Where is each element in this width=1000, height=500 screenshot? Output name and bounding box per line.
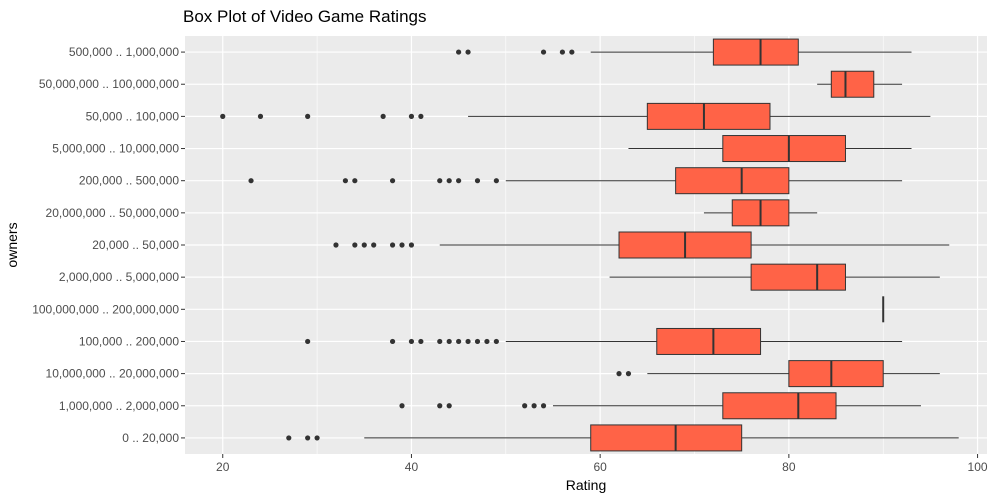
outlier-point: [257, 113, 264, 119]
outlier-point: [389, 338, 396, 345]
y-tick-label: 200,000 .. 500,000: [79, 174, 179, 188]
y-axis-title: owners: [4, 222, 20, 267]
x-tick-label: 80: [782, 460, 796, 474]
outlier-point: [408, 338, 415, 345]
y-tick-label: 1,000,000 .. 2,000,000: [59, 399, 179, 413]
box: [590, 424, 743, 452]
outlier-point: [437, 178, 443, 184]
outlier-point: [474, 178, 481, 184]
box: [656, 327, 762, 355]
box-group: [817, 70, 903, 98]
x-axis-ticks: 20 40 60 80 100: [216, 454, 988, 474]
outlier-point: [220, 113, 226, 119]
outlier-point: [456, 49, 462, 55]
outlier-point: [305, 113, 311, 119]
outlier-point: [474, 338, 481, 345]
outlier-point: [305, 338, 311, 345]
x-axis-title: Rating: [566, 477, 606, 493]
outlier-point: [305, 435, 311, 441]
outlier-point: [465, 49, 471, 55]
outlier-point: [361, 242, 367, 248]
outlier-point: [493, 178, 499, 184]
y-tick-label: 100,000 .. 200,000: [79, 334, 179, 348]
y-tick-label: 10,000,000 .. 20,000,000: [46, 367, 180, 381]
y-tick-label: 20,000,000 .. 50,000,000: [46, 206, 180, 220]
outlier-point: [531, 403, 537, 409]
box-group: [628, 135, 912, 163]
outlier-point: [342, 178, 348, 184]
box: [675, 167, 790, 195]
outlier-point: [371, 242, 377, 248]
box: [712, 38, 799, 66]
boxes: [220, 38, 959, 452]
outlier-point: [456, 178, 462, 184]
y-tick-label: 50,000,000 .. 100,000,000: [39, 77, 179, 91]
outlier-point: [540, 49, 547, 55]
outlier-point: [333, 242, 339, 248]
outlier-point: [540, 403, 547, 409]
box-group: [305, 327, 903, 355]
outlier-point: [616, 371, 622, 377]
outlier-point: [389, 178, 396, 184]
outlier-point: [399, 403, 405, 409]
box-group: [220, 102, 931, 130]
outlier-point: [465, 338, 471, 345]
x-tick-label: 100: [968, 460, 988, 474]
box-group: [333, 231, 950, 259]
outlier-point: [569, 49, 575, 55]
box: [750, 263, 846, 291]
x-tick-label: 60: [593, 460, 607, 474]
box: [722, 392, 837, 420]
chart-title: Box Plot of Video Game Ratings: [183, 7, 427, 26]
y-tick-label: 20,000 .. 50,000: [92, 238, 179, 252]
y-tick-label: 0 .. 20,000: [122, 431, 179, 445]
x-tick-label: 40: [405, 460, 419, 474]
outlier-point: [408, 242, 415, 248]
box-group: [616, 360, 940, 388]
box-group: [609, 263, 940, 291]
outlier-point: [314, 435, 320, 441]
outlier-point: [625, 371, 632, 377]
y-tick-label: 100,000,000 .. 200,000,000: [32, 302, 179, 316]
box-group: [399, 392, 921, 420]
y-axis-ticks: 500,000 .. 1,000,000 50,000,000 .. 100,00…: [32, 45, 185, 445]
outlier-point: [352, 242, 358, 248]
outlier-point: [437, 403, 443, 409]
outlier-point: [248, 178, 254, 184]
outlier-point: [446, 178, 452, 184]
outlier-point: [437, 338, 443, 345]
outlier-point: [446, 403, 452, 409]
y-tick-label: 50,000 .. 100,000: [86, 109, 180, 123]
outlier-point: [408, 113, 415, 119]
box-group: [456, 38, 912, 66]
outlier-point: [493, 338, 499, 345]
outlier-point: [446, 338, 452, 345]
outlier-point: [456, 338, 462, 345]
box-group: [248, 167, 903, 195]
outlier-point: [380, 113, 386, 119]
outlier-point: [484, 338, 490, 345]
box: [830, 70, 875, 98]
box-group: [703, 199, 818, 227]
x-tick-label: 20: [216, 460, 230, 474]
outlier-point: [418, 338, 424, 345]
box: [722, 135, 846, 163]
outlier-point: [352, 178, 358, 184]
outlier-point: [399, 242, 405, 248]
box-group: [286, 424, 959, 452]
outlier-point: [389, 242, 396, 248]
outlier-point: [559, 49, 566, 55]
outlier-point: [418, 113, 424, 119]
y-tick-label: 5,000,000 .. 10,000,000: [52, 142, 179, 156]
box: [788, 360, 884, 388]
outlier-point: [286, 435, 292, 441]
y-tick-label: 500,000 .. 1,000,000: [69, 45, 179, 59]
outlier-point: [522, 403, 528, 409]
box: [646, 102, 771, 130]
y-tick-label: 2,000,000 .. 5,000,000: [59, 270, 179, 284]
